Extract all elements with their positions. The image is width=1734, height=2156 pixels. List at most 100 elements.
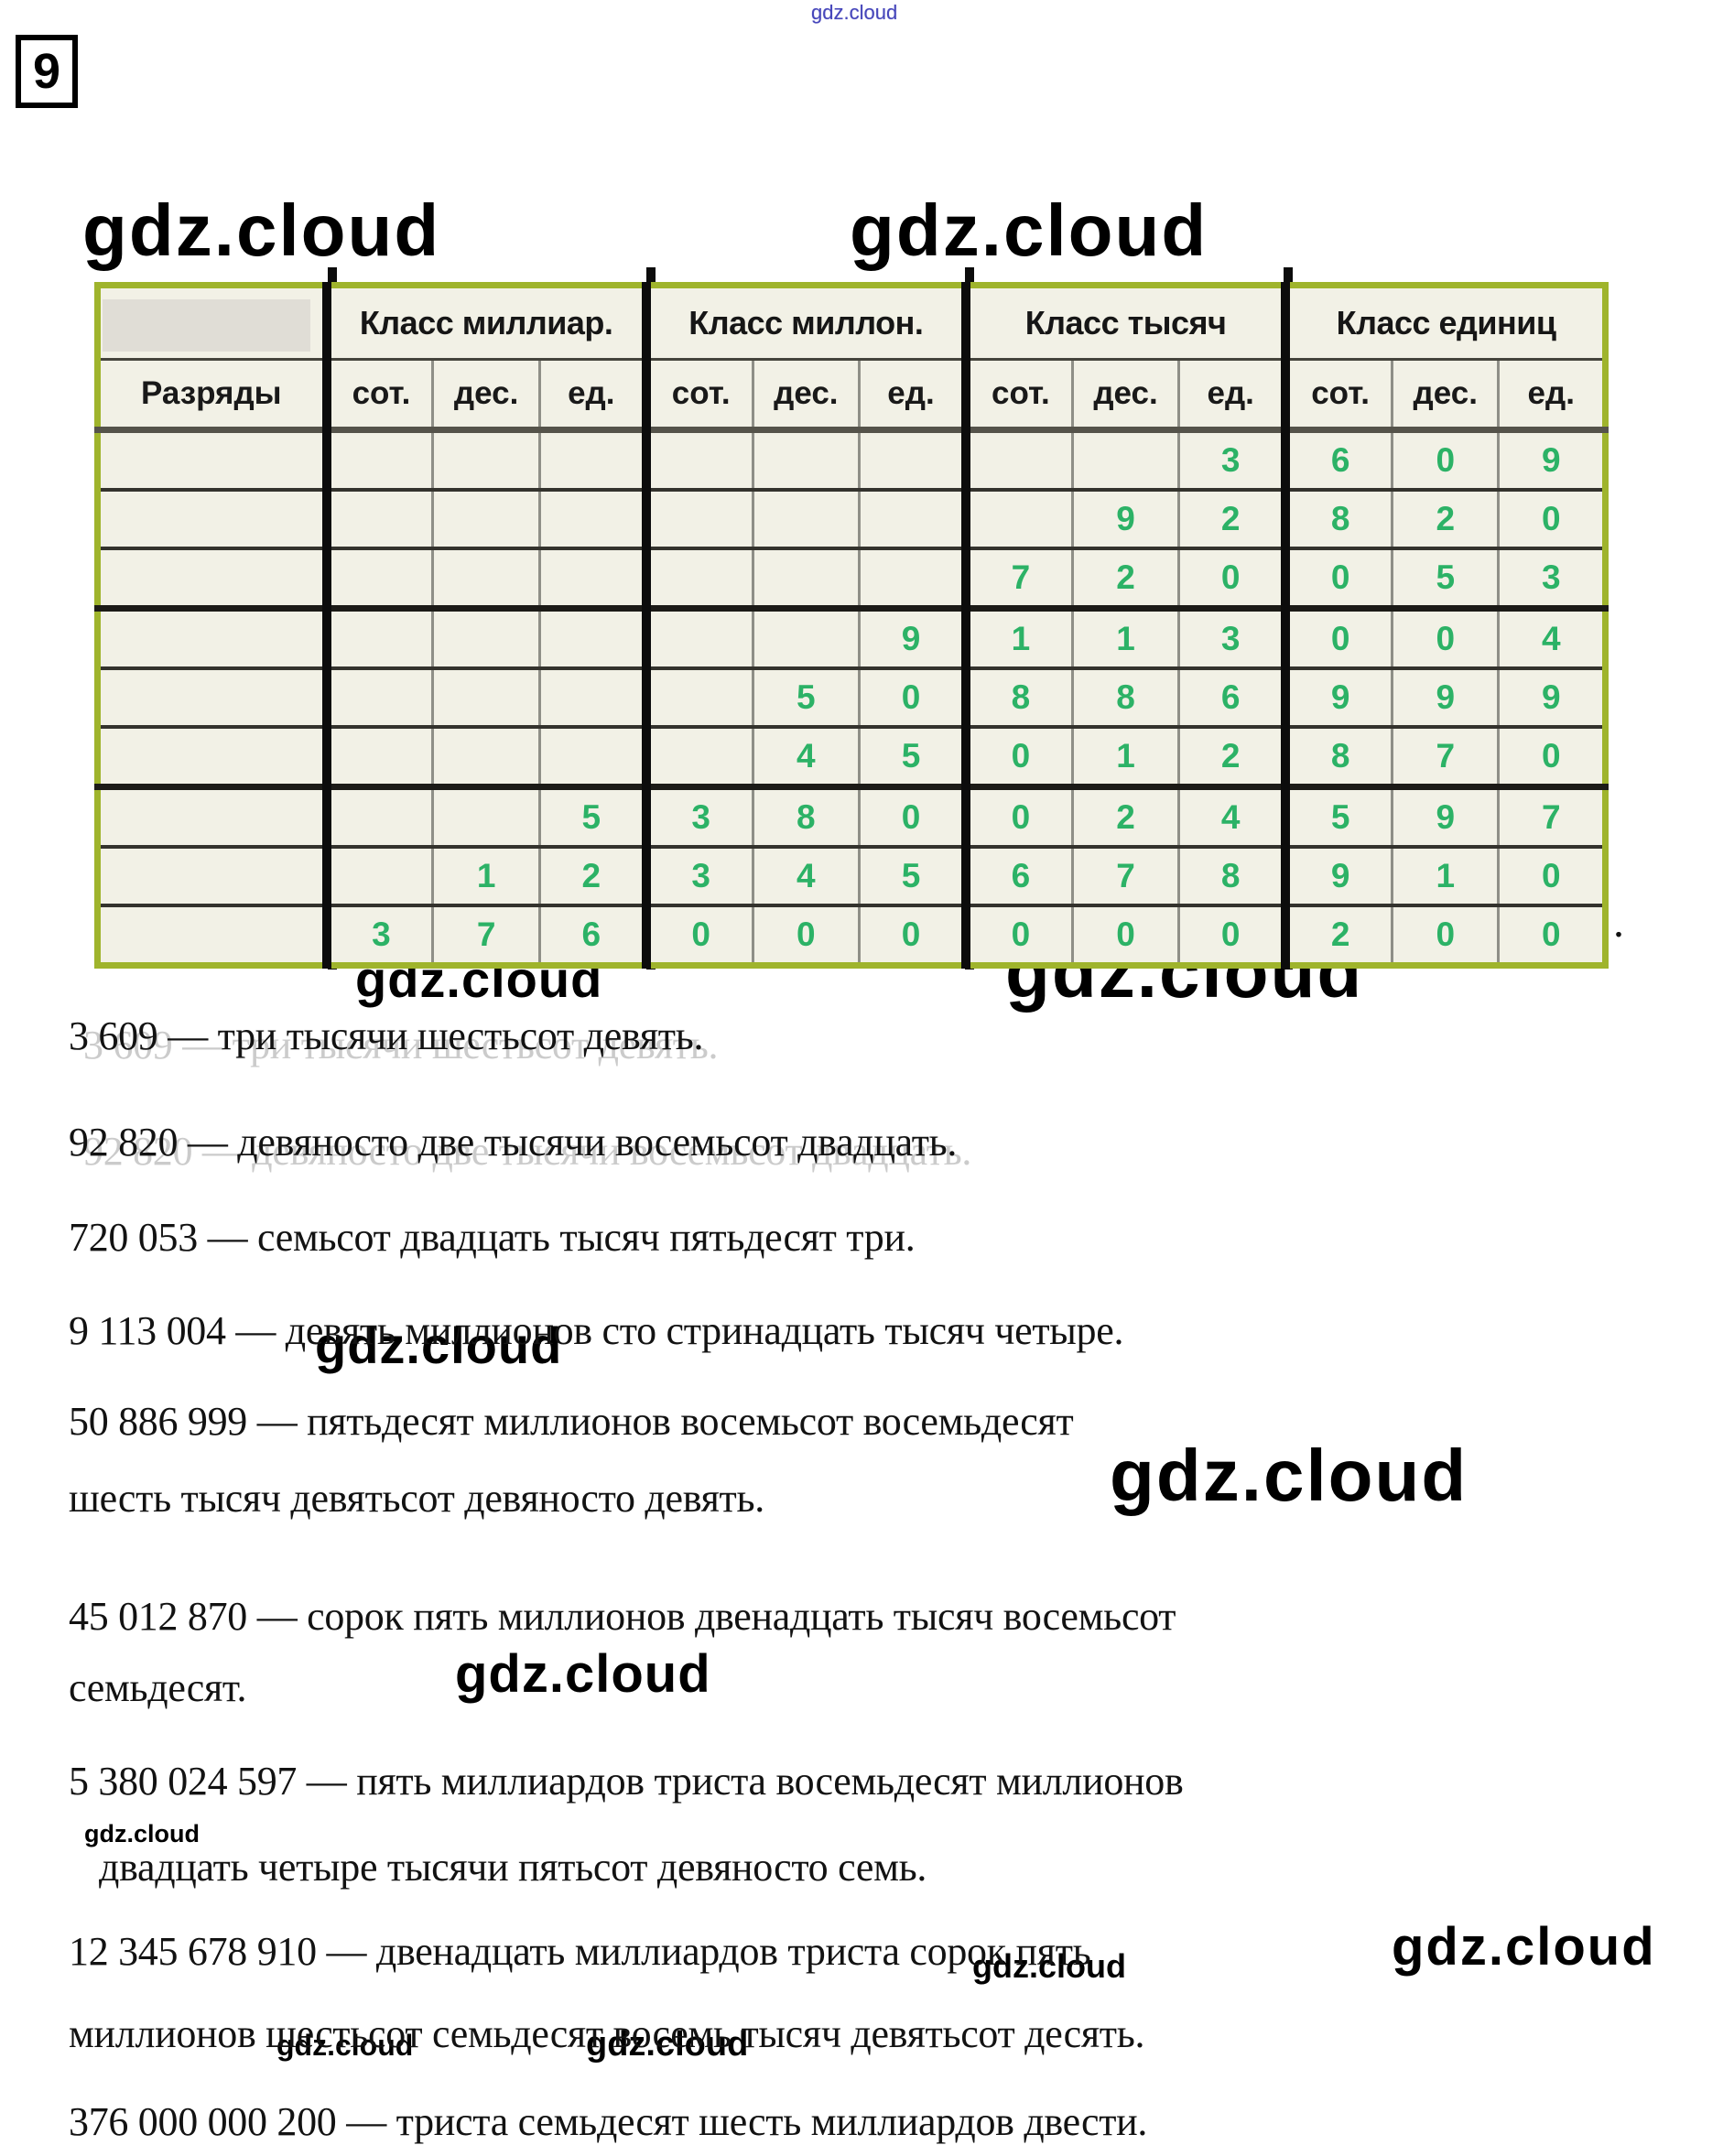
digit-header: дес. [1070,359,1179,433]
digit-cell: 7 [960,548,1073,609]
watermark-gdzcloud: gdz.cloud [84,1820,200,1847]
digit-cell [431,548,540,609]
table-row: 3 7 6 0 0 0 0 0 0 2 0 0 [97,905,1606,966]
statement-text: миллионов шестьсот семьдесят восемь тыся… [69,2011,1145,2056]
digit-cell: 2 [1070,548,1179,609]
digit-cell [537,727,646,787]
digit-cell: 5 [858,727,966,787]
statement-text: 45 012 870 — сорок пять миллионов двенад… [69,1594,1176,1639]
digit-cell [431,429,540,490]
digit-cell: 8 [1281,490,1393,548]
digit-cell: 0 [1070,905,1179,966]
digit-cell: 8 [751,786,860,847]
class-header-thousands: Класс тысяч [960,285,1286,361]
table-separator-tick [328,267,337,283]
digit-cell: 6 [960,847,1073,905]
watermark-gdzcloud: gdz.cloud [586,2025,749,2064]
digit-cell: 2 [537,847,646,905]
digit-cell: 3 [1497,548,1606,609]
digit-cell: 3 [641,786,753,847]
razryad-cell [97,727,327,787]
digit-cell: 1 [960,608,1073,668]
digit-cell: 0 [1391,905,1499,966]
digit-cell: 9 [1391,668,1499,727]
digit-cell: 5 [751,668,860,727]
watermark-gdzcloud: gdz.cloud [850,190,1208,271]
digit-cell [641,727,753,787]
statement-line: 376 000 000 200 — триста семьдесят шесть… [69,2098,1147,2145]
digit-cell: 0 [751,905,860,966]
digit-cell [321,608,433,668]
statement-text: 12 345 678 910 — двенадцать миллиардов т… [69,1929,1091,1974]
digit-cell [641,429,753,490]
table-row: 9 2 8 2 0 [97,490,1606,548]
razryad-cell [97,490,327,548]
digit-cell: 0 [1497,905,1606,966]
digit-header: сот. [641,359,753,433]
digit-cell: 5 [537,786,646,847]
digit-cell: 9 [1070,490,1179,548]
digit-cell [537,548,646,609]
razryad-cell [97,429,327,490]
statement-line: миллионов шестьсот семьдесят восемь тыся… [69,2010,1144,2057]
digit-cell [960,429,1073,490]
statement-text: 9 113 004 — девять миллионов сто стринад… [69,1308,1124,1353]
statement-line: 45 012 870 — сорок пять миллионов двенад… [69,1593,1176,1640]
digit-cell: 0 [858,786,966,847]
digit-cell [751,490,860,548]
digit-header: дес. [751,359,860,433]
digit-cell [1070,429,1179,490]
digit-cell: 0 [960,727,1073,787]
digit-cell [641,608,753,668]
statement-line: 720 053 — семьсот двадцать тысяч пятьдес… [69,1214,916,1261]
watermark-gdzcloud: gdz.cloud [82,190,441,271]
digit-cell [858,548,966,609]
digit-cell: 0 [1177,548,1286,609]
digit-cell: 0 [1281,548,1393,609]
class-header-units: Класс единиц [1281,285,1606,361]
digit-cell [321,727,433,787]
statement-line: 92 820 — девяносто две тысячи восемьсот … [69,1119,971,1174]
digit-cell: 8 [1281,727,1393,787]
digit-cell: 0 [641,905,753,966]
table-class-header-row: Класс миллиар. Класс миллон. Класс тысяч… [97,285,1606,361]
corner-fill [103,299,310,352]
digit-cell: 1 [431,847,540,905]
table-row: 9 1 1 3 0 0 4 [97,608,1606,668]
digit-cell [431,668,540,727]
table-row: 5 3 8 0 0 2 4 5 9 7 [97,786,1606,847]
table-row: 4 5 0 1 2 8 7 0 [97,727,1606,787]
exercise-number-box: 9 [16,35,78,108]
table-body: 3 6 0 9 9 [97,429,1606,966]
digit-cell [858,429,966,490]
place-value-table: Класс миллиар. Класс миллон. Класс тысяч… [94,282,1609,969]
ghost-text: 3 609 — три тысячи шестьсот девять. [83,1023,719,1067]
digit-cell: 7 [1391,727,1499,787]
statement-text: 376 000 000 200 — триста семьдесят шесть… [69,2099,1148,2144]
digit-cell: 7 [1070,847,1179,905]
digit-cell: 9 [1391,786,1499,847]
digit-cell: 2 [1070,786,1179,847]
digit-cell: 1 [1070,727,1179,787]
digit-header: сот. [321,359,433,433]
digit-cell: 2 [1177,727,1286,787]
watermark-gdzcloud: gdz.cloud [972,1947,1126,1985]
statement-text: 3 609 — три тысячи шестьсот девять. [69,1013,704,1058]
ghost-text: 92 820 — девяносто две тысячи восемьсот … [83,1129,972,1174]
digit-cell: 8 [1177,847,1286,905]
digit-cell: 9 [1497,668,1606,727]
digit-cell [431,490,540,548]
digit-cell: 0 [960,786,1073,847]
digit-cell: 6 [537,905,646,966]
statement-text: 720 053 — семьсот двадцать тысяч пятьдес… [69,1215,916,1260]
razryad-cell [97,548,327,609]
digit-header: дес. [431,359,540,433]
statement-line: 50 886 999 — пятьдесят миллионов восемьс… [69,1398,1074,1445]
digit-cell [321,847,433,905]
statement-line: 9 113 004 — девять миллионов сто стринад… [69,1307,1123,1354]
table-row: 3 6 0 9 [97,429,1606,490]
digit-cell: 2 [1391,490,1499,548]
digit-cell [641,490,753,548]
after-table-period: . [1613,898,1624,947]
statement-text: семьдесят. [69,1665,247,1710]
